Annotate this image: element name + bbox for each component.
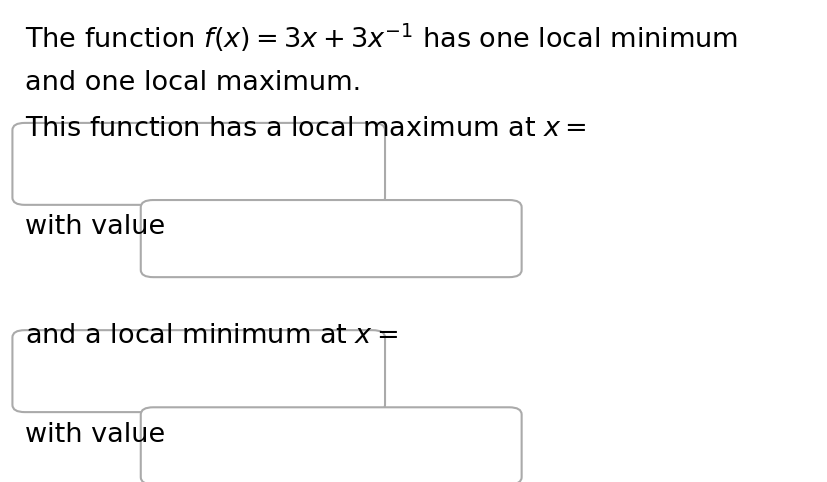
Text: and one local maximum.: and one local maximum.	[25, 70, 361, 96]
Text: with value: with value	[25, 422, 165, 448]
FancyBboxPatch shape	[141, 200, 521, 277]
Text: This function has a local maximum at $x =$: This function has a local maximum at $x …	[25, 116, 586, 142]
Text: and a local minimum at $x =$: and a local minimum at $x =$	[25, 323, 398, 349]
FancyBboxPatch shape	[141, 407, 521, 482]
FancyBboxPatch shape	[12, 330, 385, 412]
Text: The function $f(x) = 3x + 3x^{-1}$ has one local minimum: The function $f(x) = 3x + 3x^{-1}$ has o…	[25, 22, 737, 54]
Text: with value: with value	[25, 214, 165, 241]
FancyBboxPatch shape	[12, 123, 385, 205]
